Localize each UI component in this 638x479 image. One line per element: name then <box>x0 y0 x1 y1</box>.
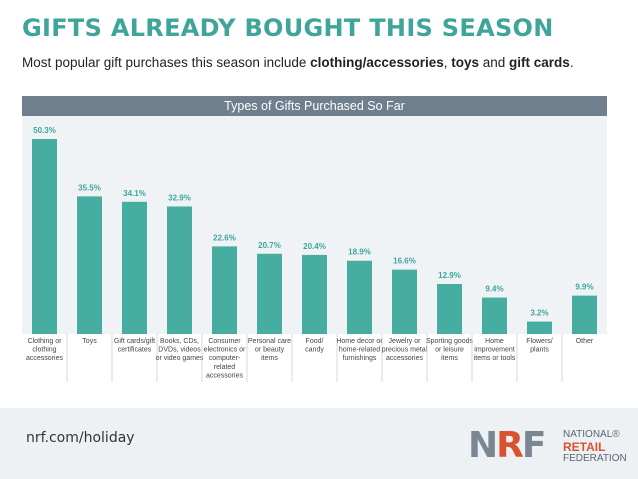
category-label: improvement <box>474 347 515 354</box>
category-label: accessories <box>26 355 63 362</box>
logo-letter-n: N <box>468 425 498 466</box>
category-label: Home decor or <box>336 338 383 345</box>
category-label: candy <box>305 347 324 354</box>
nrf-logo: NRF NATIONAL® RETAIL FEDERATION <box>468 425 627 470</box>
bar-value-label: 9.4% <box>485 285 503 294</box>
bar-value-label: 50.3% <box>33 126 56 135</box>
category-label: or beauty <box>255 347 285 354</box>
category-label: Clothing or <box>28 338 63 345</box>
category-label: related <box>214 364 236 371</box>
subtitle-part: clothing/accessories <box>310 55 444 70</box>
bar <box>437 283 462 334</box>
category-label: Jewelry or <box>389 338 422 345</box>
category-label: items <box>441 355 458 362</box>
logo-word-national: NATIONAL <box>563 429 613 440</box>
page-title: GIFTS ALREADY BOUGHT THIS SEASON <box>22 14 554 42</box>
bar-value-label: 20.4% <box>303 242 326 251</box>
bar-value-label: 16.6% <box>393 257 416 266</box>
bar-value-label: 20.7% <box>258 241 281 250</box>
bar <box>347 260 372 334</box>
bar <box>527 321 552 334</box>
category-label: accessories <box>206 372 243 379</box>
bar <box>482 297 507 334</box>
bar <box>122 201 147 334</box>
category-label: computer- <box>209 355 241 362</box>
category-label: Sporting goods <box>426 338 474 345</box>
category-label: Toys <box>82 338 97 345</box>
logo-letters: NRF <box>468 425 547 466</box>
subtitle-part: and <box>479 55 510 70</box>
bar-value-label: 18.9% <box>348 248 371 257</box>
logo-letter-r: R <box>496 425 524 466</box>
category-strip <box>22 334 607 382</box>
bar-value-label: 3.2% <box>530 309 548 318</box>
chart-panel: Types of Gifts Purchased So Far 50.3% Clo… <box>22 96 607 382</box>
category-label: items or tools <box>474 355 516 362</box>
bar <box>257 253 282 334</box>
category-label: electronics or <box>204 347 246 354</box>
subtitle-part: Most popular gift purchases this season … <box>22 55 311 70</box>
bar <box>167 206 192 334</box>
category-label: clothing <box>32 347 56 354</box>
bar-value-label: 34.1% <box>123 189 146 198</box>
bar <box>32 139 57 334</box>
category-label: certificates <box>118 347 152 354</box>
subtitle-part: , <box>443 55 452 70</box>
bar-value-label: 9.9% <box>575 283 593 292</box>
bar <box>392 269 417 334</box>
logo-word-retail: RETAIL <box>563 440 606 454</box>
category-label: accessories <box>386 355 423 362</box>
category-label: furnishings <box>343 355 377 362</box>
bar-chart: 50.3%Clothing orclothingaccessories35.5%… <box>22 126 607 382</box>
chart-title: Types of Gifts Purchased So Far <box>22 96 607 116</box>
category-label: Other <box>576 338 594 345</box>
category-label: Books, CDs, <box>160 338 199 345</box>
category-label: or leisure <box>435 347 464 354</box>
page-subtitle: Most popular gift purchases this season … <box>22 55 574 70</box>
subtitle-part: toys <box>451 55 480 70</box>
bar-value-label: 32.9% <box>168 193 191 202</box>
category-label: or video games <box>156 355 204 362</box>
bar-value-label: 12.9% <box>438 271 461 280</box>
category-label: home-related <box>339 347 380 354</box>
category-label: Flowers/ <box>526 338 553 345</box>
subtitle-part: gift cards <box>509 55 570 70</box>
footer: nrf.com/holiday NRF NATIONAL® RETAIL FED… <box>0 408 638 479</box>
logo-letter-f: F <box>521 425 547 466</box>
category-label: Food/ <box>306 338 324 345</box>
bar <box>212 246 237 334</box>
category-label: Consumer <box>208 338 241 345</box>
category-label: plants <box>530 347 549 354</box>
bar-value-label: 22.6% <box>213 233 236 242</box>
subtitle-part: . <box>569 55 574 70</box>
logo-word-federation: FEDERATION <box>563 453 627 464</box>
bar <box>77 196 102 334</box>
bar <box>572 295 597 334</box>
category-label: Home <box>485 338 504 345</box>
category-label: precious metal <box>382 347 428 354</box>
footer-url[interactable]: nrf.com/holiday <box>26 430 135 446</box>
bar <box>302 254 327 334</box>
category-label: Gift cards/gift <box>114 338 155 345</box>
category-label: items <box>261 355 278 362</box>
logo-wordmark: NATIONAL® RETAIL FEDERATION <box>563 429 627 465</box>
bar-value-label: 35.5% <box>78 183 101 192</box>
category-label: DVDs, videos <box>158 347 201 354</box>
category-label: Personal care <box>248 338 291 345</box>
logo-registered-mark: ® <box>612 429 620 440</box>
